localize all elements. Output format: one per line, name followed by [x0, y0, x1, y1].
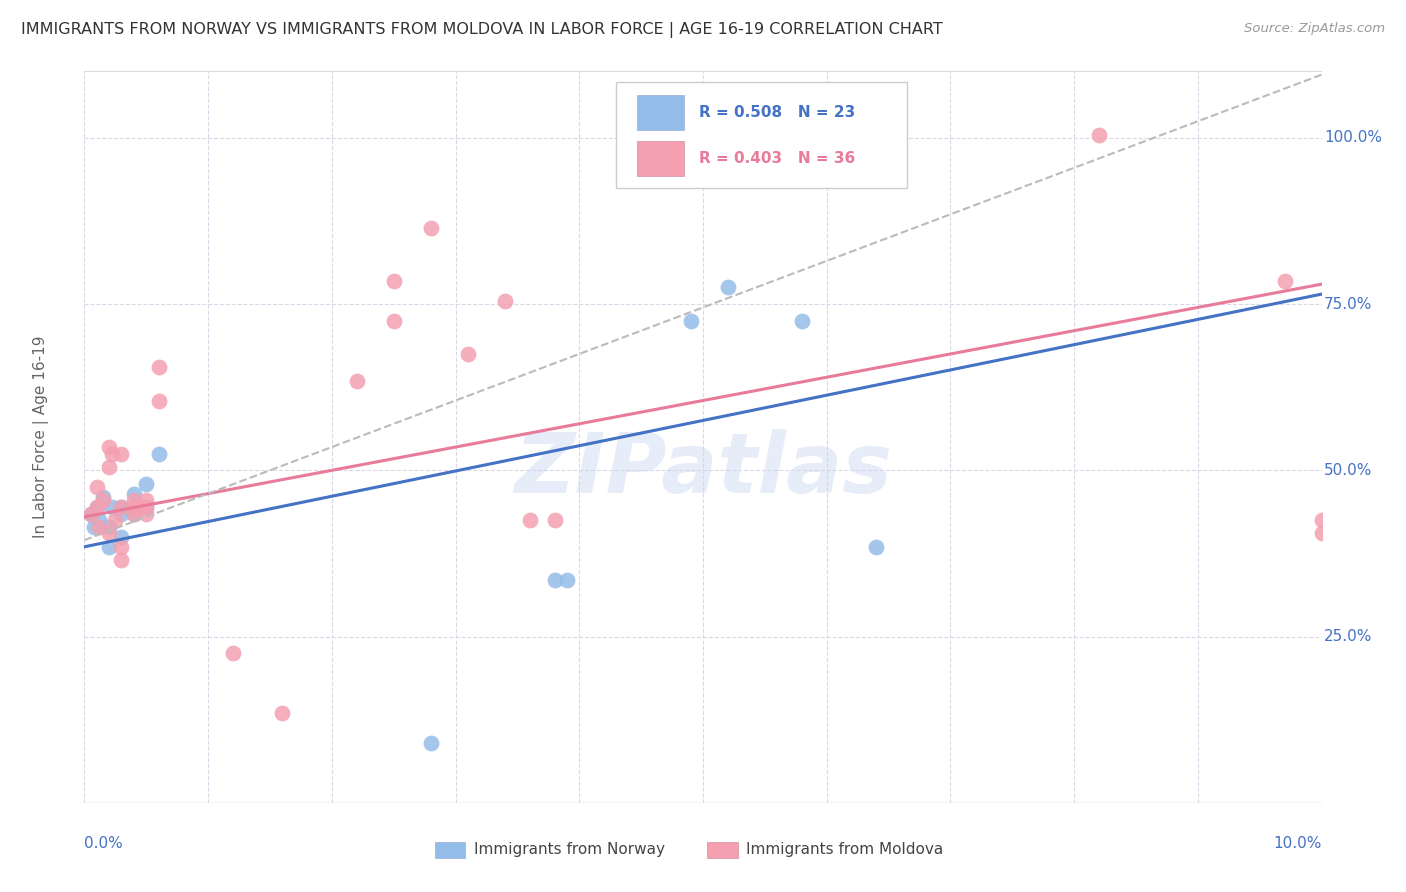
Point	[122, 507, 145, 521]
FancyBboxPatch shape	[616, 82, 907, 188]
Point	[543, 573, 565, 587]
Point	[98, 460, 121, 475]
Text: 0.0%: 0.0%	[84, 836, 124, 851]
Point	[1310, 513, 1333, 527]
Point	[865, 540, 887, 554]
Point	[135, 493, 157, 508]
Text: ZIPatlas: ZIPatlas	[515, 429, 891, 510]
Point	[98, 520, 121, 534]
Point	[1310, 526, 1333, 541]
Point	[519, 513, 541, 527]
FancyBboxPatch shape	[637, 141, 685, 176]
Point	[790, 314, 813, 328]
Point	[89, 520, 111, 534]
Point	[555, 573, 578, 587]
Point	[83, 520, 105, 534]
Point	[494, 293, 516, 308]
Text: R = 0.508   N = 23: R = 0.508 N = 23	[699, 105, 855, 120]
Point	[91, 490, 114, 504]
Point	[122, 493, 145, 508]
Text: R = 0.403   N = 36: R = 0.403 N = 36	[699, 151, 855, 166]
Point	[89, 513, 111, 527]
Point	[110, 530, 132, 544]
Point	[457, 347, 479, 361]
Point	[86, 500, 108, 514]
Point	[122, 486, 145, 500]
Text: 50.0%: 50.0%	[1324, 463, 1372, 478]
Point	[1274, 274, 1296, 288]
Text: 75.0%: 75.0%	[1324, 297, 1372, 311]
Point	[135, 476, 157, 491]
Point	[98, 440, 121, 454]
Point	[135, 500, 157, 514]
Point	[91, 493, 114, 508]
Text: 25.0%: 25.0%	[1324, 629, 1372, 644]
Point	[100, 500, 122, 514]
Point	[543, 513, 565, 527]
Point	[148, 360, 170, 375]
Text: Immigrants from Moldova: Immigrants from Moldova	[747, 842, 943, 857]
Point	[135, 500, 157, 514]
FancyBboxPatch shape	[434, 841, 465, 858]
Point	[98, 540, 121, 554]
Point	[148, 447, 170, 461]
Point	[98, 526, 121, 541]
Point	[100, 447, 122, 461]
Point	[222, 646, 245, 660]
Text: In Labor Force | Age 16-19: In Labor Force | Age 16-19	[34, 335, 49, 539]
Point	[79, 507, 101, 521]
FancyBboxPatch shape	[707, 841, 738, 858]
Point	[122, 507, 145, 521]
Point	[382, 274, 405, 288]
Text: 100.0%: 100.0%	[1324, 130, 1382, 145]
Point	[122, 500, 145, 514]
Point	[271, 706, 294, 720]
Point	[717, 280, 740, 294]
Text: Immigrants from Norway: Immigrants from Norway	[474, 842, 665, 857]
Text: 10.0%: 10.0%	[1274, 836, 1322, 851]
Point	[135, 507, 157, 521]
Point	[104, 513, 127, 527]
Point	[346, 374, 368, 388]
Point	[419, 220, 441, 235]
Point	[382, 314, 405, 328]
Point	[679, 314, 702, 328]
Point	[110, 507, 132, 521]
FancyBboxPatch shape	[637, 95, 685, 130]
Point	[1088, 128, 1111, 142]
Point	[86, 500, 108, 514]
Point	[79, 507, 101, 521]
Point	[148, 393, 170, 408]
Text: IMMIGRANTS FROM NORWAY VS IMMIGRANTS FROM MOLDOVA IN LABOR FORCE | AGE 16-19 COR: IMMIGRANTS FROM NORWAY VS IMMIGRANTS FRO…	[21, 22, 943, 38]
Text: Source: ZipAtlas.com: Source: ZipAtlas.com	[1244, 22, 1385, 36]
Point	[86, 480, 108, 494]
Point	[110, 540, 132, 554]
Point	[419, 736, 441, 750]
Point	[110, 553, 132, 567]
Point	[110, 500, 132, 514]
Point	[110, 500, 132, 514]
Point	[110, 447, 132, 461]
